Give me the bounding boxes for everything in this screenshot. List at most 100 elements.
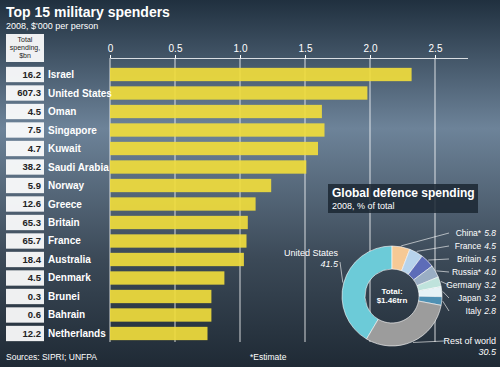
tick: 2.0 <box>364 43 378 58</box>
slice-name: Russia* <box>452 267 482 277</box>
bars <box>110 68 412 340</box>
slice-label: Germany3.2 <box>446 280 496 290</box>
tick: 1.5 <box>299 43 313 58</box>
axis-line <box>111 58 469 59</box>
value-box <box>6 178 44 193</box>
donut <box>342 246 442 346</box>
value-box <box>6 196 44 211</box>
slice-label: Japan3.2 <box>458 293 496 303</box>
value-box <box>6 159 44 174</box>
total-spending-label: 16.2 <box>23 69 42 80</box>
pie-title: Global defence spending <box>332 186 475 200</box>
leader-line <box>340 262 343 283</box>
slice-value: 4.0 <box>484 267 496 277</box>
slice-name: Japan <box>458 293 481 303</box>
category-label: Netherlands <box>48 328 106 339</box>
grid-line <box>305 58 306 342</box>
bar <box>110 290 211 303</box>
tick-mark <box>435 55 436 58</box>
slice-label: Italy2.8 <box>466 306 497 316</box>
slice-name: France <box>455 241 482 251</box>
total-spending-label: 65.3 <box>23 217 42 228</box>
tick: 0 <box>108 43 114 58</box>
slice-value: 30.5 <box>478 347 497 357</box>
slice-label: Britain4.5 <box>457 254 496 264</box>
bar <box>110 234 247 247</box>
slice-name: Britain <box>457 254 481 264</box>
slice-value: 2.8 <box>483 306 496 316</box>
source: Sources: SIPRI; UNFPA <box>6 352 97 362</box>
total-spending-label: 18.4 <box>23 254 42 265</box>
total-spending-label: 7.5 <box>28 124 42 135</box>
value-box <box>6 233 44 248</box>
total-spending-label: 4.5 <box>28 106 42 117</box>
donut-center-label: Total:$1.46trn <box>377 287 408 305</box>
bar <box>110 179 271 192</box>
slice-name: Rest of world <box>443 336 496 346</box>
category-label: Denmark <box>48 272 91 283</box>
x-axis: 0 0.5 1.0 1.5 2.0 2.5 <box>108 43 468 59</box>
category-label: Brunei <box>48 291 80 302</box>
tick-mark <box>240 55 241 58</box>
category-label: United States <box>48 88 112 99</box>
bar <box>110 68 412 81</box>
header-box <box>6 34 44 62</box>
tick-mark <box>110 55 111 58</box>
value-box <box>6 215 44 230</box>
chart-title: Top 15 military spenders <box>6 4 170 20</box>
total-spending-label: 12.6 <box>23 198 42 209</box>
note: *Estimate <box>250 352 287 362</box>
bar <box>110 142 318 155</box>
tick-label: 0.5 <box>169 43 183 54</box>
bar <box>110 160 306 173</box>
category-label: Britain <box>48 217 80 228</box>
slice-name: United States <box>284 248 339 258</box>
value-box <box>6 104 44 119</box>
tick-label: 1.5 <box>299 43 313 54</box>
tick-mark <box>175 55 176 58</box>
chart-subtitle: 2008, $'000 per person <box>6 21 98 31</box>
category-label: Greece <box>48 199 82 210</box>
total-spending-label: 38.2 <box>23 161 42 172</box>
leader-line <box>413 341 444 342</box>
value-box <box>6 85 44 100</box>
category-label: Singapore <box>48 125 97 136</box>
slice-value: 5.8 <box>484 228 496 238</box>
category-label: France <box>48 235 81 246</box>
value-box <box>6 122 44 137</box>
chart-root: Top 15 military spenders2008, $'000 per … <box>0 0 500 367</box>
tick-mark <box>305 55 306 58</box>
tick: 0.5 <box>169 43 183 58</box>
tick-mark <box>370 55 371 58</box>
tick: 1.0 <box>234 43 248 58</box>
bar <box>110 308 211 321</box>
bar <box>110 253 244 266</box>
tick: 2.5 <box>429 43 443 58</box>
total-spending-label: 65.7 <box>23 235 42 246</box>
category-label: Australia <box>48 254 91 265</box>
slice <box>367 301 442 346</box>
tick-label: 1.0 <box>234 43 248 54</box>
leader-line <box>417 246 449 251</box>
tick-label: 2.5 <box>429 43 443 54</box>
value-box <box>6 307 44 322</box>
category-label: Oman <box>48 106 76 117</box>
category-label: Saudi Arabia <box>48 162 109 173</box>
leader-line <box>428 259 449 260</box>
total-spending-label: 4.7 <box>28 143 41 154</box>
background <box>0 0 500 367</box>
category-label: Norway <box>48 180 85 191</box>
pie-title-box <box>328 184 478 213</box>
slice-value: 4.5 <box>484 254 496 264</box>
slice <box>419 287 442 297</box>
category-label: Israel <box>48 69 74 80</box>
column-header: Totalspending,$bn <box>10 36 40 59</box>
bar <box>110 271 224 284</box>
total-spending-label: 4.5 <box>28 272 42 283</box>
value-box <box>6 67 44 82</box>
bar <box>110 105 322 118</box>
bar <box>110 197 256 210</box>
slice-name: Germany <box>446 280 482 290</box>
slice-label: France4.5 <box>455 241 497 251</box>
bar <box>110 86 367 99</box>
